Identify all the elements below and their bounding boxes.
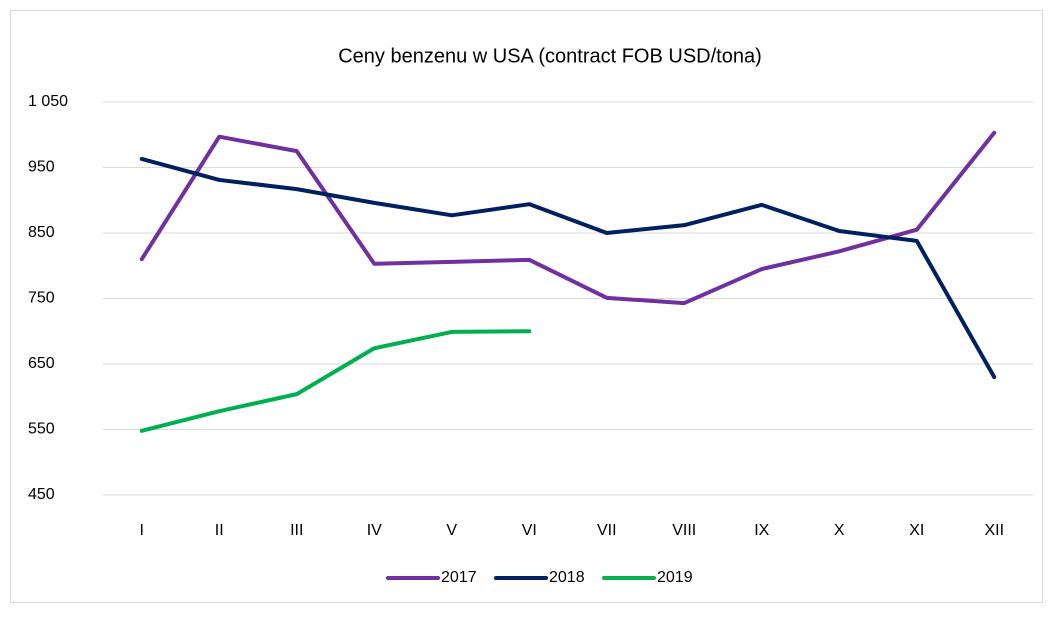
series-line [139,130,997,306]
legend-label: 2017 [441,569,477,586]
y-tick-label: 750 [28,290,55,307]
y-tick-label: 1 050 [28,93,68,110]
chart-border [10,10,1043,603]
y-tick-label: 650 [28,355,55,372]
series-line [139,329,532,433]
series-line [139,156,997,380]
y-tick-label: 550 [28,421,55,438]
x-tick-label: X [834,522,845,539]
y-tick-label: 850 [28,224,55,241]
x-tick-label: I [140,522,144,539]
legend-label: 2019 [657,569,693,586]
chart-title: Ceny benzenu w USA (contract FOB USD/ton… [338,45,762,67]
x-tick-label: IX [754,522,769,539]
x-tick-label: IV [367,522,382,539]
x-tick-label: XII [984,522,1004,539]
y-tick-label: 450 [28,486,55,503]
x-tick-label: II [215,522,224,539]
x-tick-label: XI [909,522,924,539]
x-tick-label: VIII [672,522,696,539]
x-tick-label: III [290,522,303,539]
legend-label: 2018 [549,569,585,586]
x-tick-label: VI [522,522,537,539]
x-tick-label: VII [597,522,617,539]
y-tick-label: 950 [28,159,55,176]
x-tick-label: V [446,522,457,539]
